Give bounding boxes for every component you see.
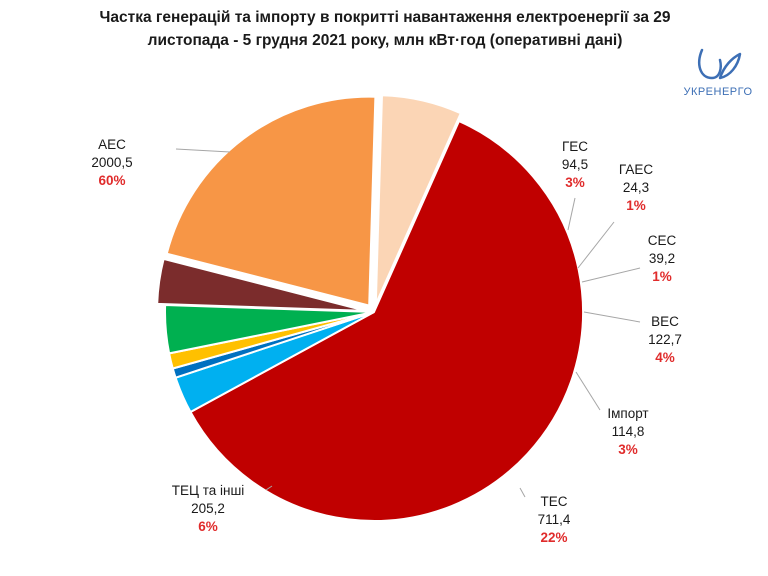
data-label: ВЕС 122,7 4% bbox=[648, 313, 682, 367]
data-label-name: Імпорт bbox=[607, 406, 649, 421]
data-label-percent: 6% bbox=[198, 519, 218, 534]
pie-slice bbox=[374, 94, 463, 305]
data-label-percent: 3% bbox=[618, 442, 638, 457]
data-label-percent: 1% bbox=[626, 198, 646, 213]
data-label-name: СЕС bbox=[647, 233, 677, 248]
data-label-percent: 22% bbox=[540, 530, 568, 545]
pie-slice bbox=[156, 257, 367, 312]
data-label-percent: 3% bbox=[565, 175, 585, 190]
chart-title-line1: Частка генерацій та імпорту в покритті н… bbox=[99, 9, 671, 26]
ukrenergo-logo-icon bbox=[698, 48, 742, 80]
data-label-value: 114,8 bbox=[611, 424, 645, 439]
data-label-percent: 1% bbox=[652, 269, 672, 284]
logo-text: УКРЕНЕРГО bbox=[683, 86, 753, 98]
data-label: ГЕС 94,5 3% bbox=[562, 138, 588, 192]
data-label-value: 122,7 bbox=[648, 332, 682, 347]
data-label: ГАЕС 24,3 1% bbox=[619, 161, 653, 215]
leader-line bbox=[567, 197, 576, 231]
leader-line bbox=[575, 371, 601, 411]
data-label-value: 711,4 bbox=[537, 512, 571, 527]
leader-line bbox=[265, 485, 273, 491]
data-label: АЕС 2000,5 60% bbox=[91, 136, 132, 190]
leader-line bbox=[175, 148, 231, 153]
data-label-percent: 4% bbox=[655, 350, 675, 365]
data-label-percent: 60% bbox=[98, 173, 126, 188]
data-label-name: ГАЕС bbox=[618, 162, 654, 177]
data-label-value: 94,5 bbox=[561, 157, 589, 172]
leader-line bbox=[583, 311, 641, 323]
pie-slice bbox=[165, 95, 377, 307]
data-label-name: ГЕС bbox=[561, 139, 589, 154]
data-label: ТЕЦ та інші 205,2 6% bbox=[172, 482, 245, 536]
data-label: Імпорт 114,8 3% bbox=[607, 405, 648, 459]
data-label-name: ТЕЦ та інші bbox=[171, 483, 245, 498]
chart-title: Частка генерацій та імпорту в покритті н… bbox=[40, 6, 730, 52]
chart-title-line2: листопада - 5 грудня 2021 року, млн кВт·… bbox=[147, 32, 623, 49]
data-label-value: 205,2 bbox=[191, 501, 225, 516]
data-label-name: ТЕС bbox=[540, 494, 568, 509]
data-label-name: ВЕС bbox=[651, 314, 679, 329]
leader-line bbox=[581, 267, 641, 283]
leader-line bbox=[577, 221, 615, 269]
data-label-value: 39,2 bbox=[648, 251, 676, 266]
data-label-value: 2000,5 bbox=[91, 155, 133, 170]
data-label-value: 24,3 bbox=[622, 180, 650, 195]
pie-slice bbox=[189, 119, 584, 522]
data-label-name: АЕС bbox=[98, 137, 126, 152]
data-label: ТЕС 711,4 22% bbox=[538, 493, 571, 547]
leader-line bbox=[519, 487, 526, 498]
data-label: СЕС 39,2 1% bbox=[648, 232, 677, 286]
